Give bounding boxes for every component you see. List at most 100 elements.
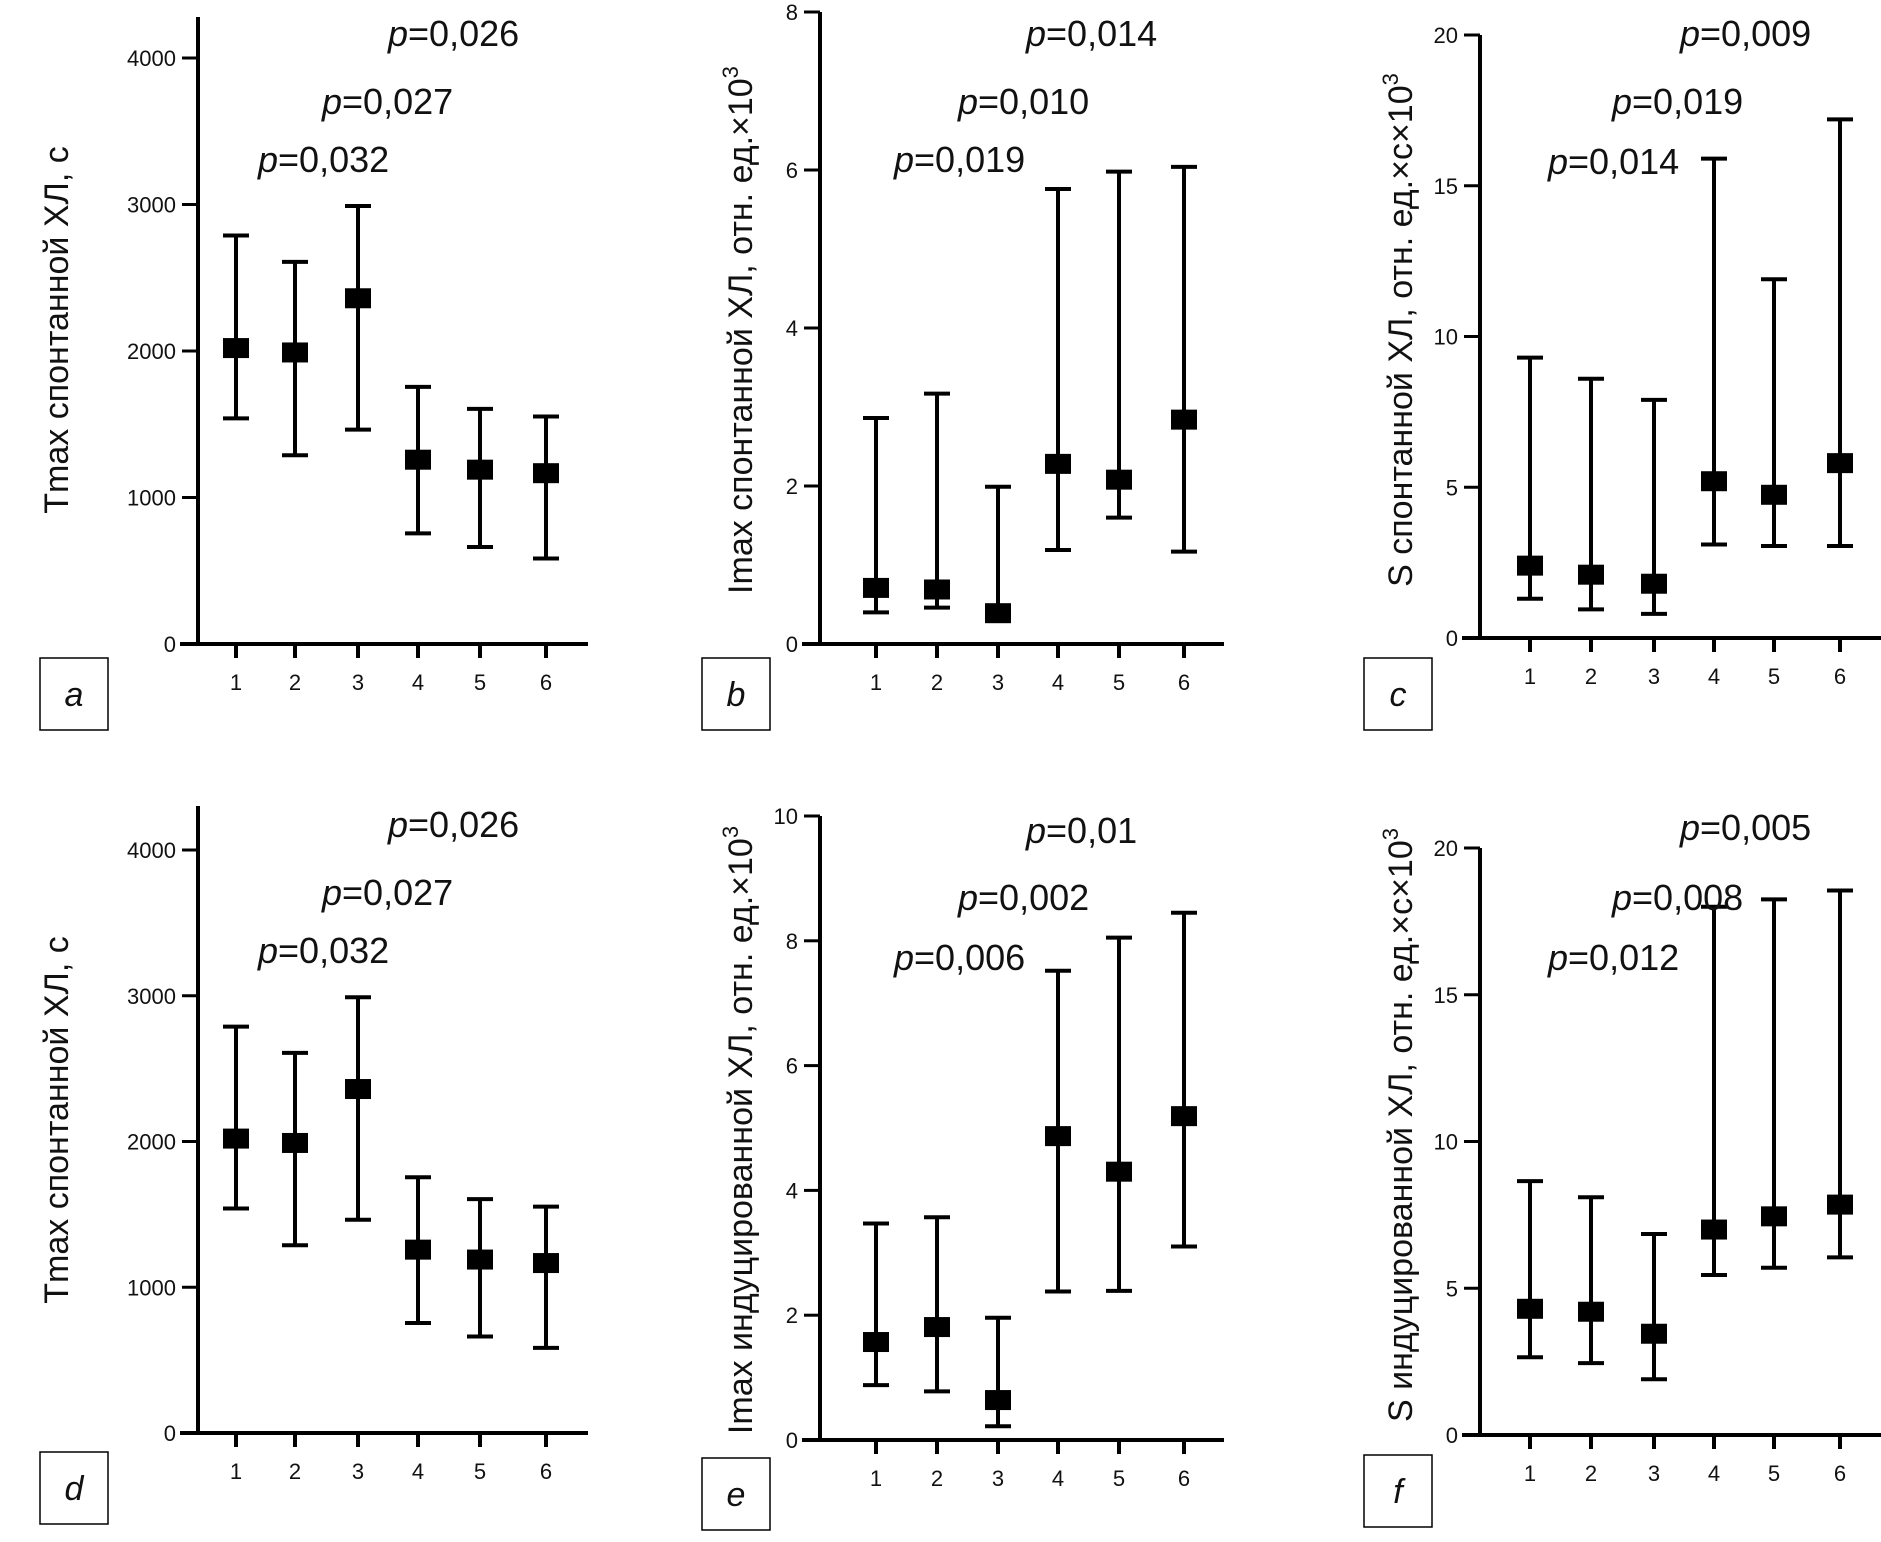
p-symbol: p	[257, 930, 278, 971]
y-tick-label: 10	[1434, 1130, 1458, 1155]
p-value: =0,012	[1568, 937, 1679, 978]
x-tick-label: 5	[474, 1459, 486, 1484]
panel-label-box	[39, 1451, 109, 1525]
p-symbol: p	[1611, 81, 1632, 122]
y-axis-label-text: Tmax спонтанной ХЛ, с	[38, 936, 76, 1303]
p-symbol: p	[1025, 810, 1046, 851]
x-tick-label: 1	[230, 670, 242, 695]
median-marker	[1045, 1126, 1071, 1147]
median-marker	[467, 459, 493, 480]
median-marker	[1517, 555, 1543, 576]
y-tick-label: 15	[1434, 983, 1458, 1008]
p-symbol: p	[1547, 141, 1568, 182]
y-tick-label: 6	[786, 158, 798, 183]
y-tick-label: 4	[786, 316, 798, 341]
y-axis-label: S индуцированной ХЛ, отн. ед.×с×103	[1378, 828, 1420, 1422]
p-value-annotation: p=0,019	[893, 139, 1025, 180]
y-tick-label: 10	[774, 804, 798, 829]
p-value: =0,027	[342, 872, 453, 913]
p-symbol: p	[1547, 937, 1568, 978]
y-axis-label-text: S индуцированной ХЛ, отн. ед.×с×10	[1382, 840, 1420, 1422]
y-tick-label: 8	[786, 929, 798, 954]
y-axis-label-text: S спонтанной ХЛ, отн. ед.×с×10	[1382, 85, 1420, 586]
p-value: =0,009	[1700, 13, 1811, 54]
y-axis-label: Tmax спонтанной ХЛ, с	[38, 146, 76, 513]
median-marker	[1701, 471, 1727, 492]
p-value-annotation: p=0,014	[1025, 13, 1157, 54]
x-tick-label: 6	[1178, 1466, 1190, 1491]
median-marker	[863, 577, 889, 598]
y-tick-label: 2000	[127, 1130, 176, 1155]
p-value: =0,005	[1700, 807, 1811, 848]
x-tick-label: 4	[1708, 664, 1720, 689]
median-marker	[1761, 1206, 1787, 1227]
x-tick-label: 5	[474, 670, 486, 695]
median-marker	[345, 1079, 371, 1100]
y-tick-label: 0	[1446, 1423, 1458, 1448]
x-tick-label: 5	[1768, 1461, 1780, 1486]
p-value-annotation: p=0,012	[1547, 937, 1679, 978]
p-value: =0,006	[914, 937, 1025, 978]
median-marker	[405, 449, 431, 470]
y-tick-label: 3000	[127, 984, 176, 1009]
median-marker	[1641, 573, 1667, 594]
x-tick-label: 4	[1708, 1461, 1720, 1486]
median-marker	[405, 1239, 431, 1260]
y-tick-label: 0	[786, 1428, 798, 1453]
y-tick-label: 1000	[127, 1275, 176, 1300]
p-value: =0,008	[1632, 877, 1743, 918]
p-symbol: p	[321, 872, 342, 913]
x-tick-label: 3	[992, 1466, 1004, 1491]
panel-label: a	[65, 676, 84, 714]
p-value: =0,032	[278, 139, 389, 180]
p-symbol: p	[893, 937, 914, 978]
y-tick-label: 10	[1434, 325, 1458, 350]
p-value-annotation: p=0,008	[1611, 877, 1743, 918]
x-tick-label: 3	[352, 1459, 364, 1484]
p-symbol: p	[321, 81, 342, 122]
p-symbol: p	[1679, 807, 1700, 848]
p-value-annotation: p=0,026	[387, 13, 519, 54]
x-tick-label: 1	[870, 670, 882, 695]
median-marker	[1761, 484, 1787, 505]
p-value: =0,010	[978, 81, 1089, 122]
x-tick-label: 2	[289, 1459, 301, 1484]
p-value-annotation: p=0,009	[1679, 13, 1811, 54]
x-tick-label: 6	[1834, 1461, 1846, 1486]
p-value-annotation: p=0,032	[257, 139, 389, 180]
y-tick-label: 2000	[127, 339, 176, 364]
y-tick-label: 8	[786, 0, 798, 25]
chart-panel-a: 0 1000 2000 3000 4000 1 2 3 4 5 6 Tmax спонтанной Х…	[38, 13, 588, 731]
p-value-annotation: p=0,026	[387, 804, 519, 845]
median-marker	[1517, 1298, 1543, 1319]
x-tick-label: 3	[352, 670, 364, 695]
y-tick-label: 0	[164, 632, 176, 657]
median-marker	[1171, 409, 1197, 430]
y-tick-label: 15	[1434, 174, 1458, 199]
x-tick-label: 2	[931, 670, 943, 695]
p-value: =0,019	[914, 139, 1025, 180]
y-tick-label: 4000	[127, 46, 176, 71]
y-tick-label: 3000	[127, 193, 176, 218]
median-marker	[1106, 1161, 1132, 1182]
p-symbol: p	[1679, 13, 1700, 54]
median-marker	[1106, 469, 1132, 490]
median-marker	[533, 463, 559, 484]
panel-label: d	[65, 1470, 85, 1508]
y-tick-label: 0	[164, 1421, 176, 1446]
panel-label: c	[1390, 676, 1407, 714]
p-value: =0,019	[1632, 81, 1743, 122]
chart-panel-b: 0 2 4 6 8 1 2 3 4 5 6 Imax спонтанной ХЛ, отн. ед.×…	[701, 0, 1224, 731]
x-tick-label: 1	[1524, 664, 1536, 689]
median-marker	[223, 338, 249, 359]
panel-label-box	[1363, 1454, 1433, 1528]
p-symbol: p	[893, 139, 914, 180]
y-axis-label: Imax спонтанной ХЛ, отн. ед.×103	[718, 66, 760, 594]
chart-panel-c: 0 5 10 15 20 1 2 3 4 5 6 S спонтанной ХЛ, отн. ед.×…	[1363, 13, 1881, 731]
panel-label: e	[727, 1476, 746, 1514]
p-value-annotation: p=0,032	[257, 930, 389, 971]
panel-label-box	[39, 657, 109, 731]
x-tick-label: 4	[412, 670, 424, 695]
y-tick-label: 5	[1446, 1276, 1458, 1301]
